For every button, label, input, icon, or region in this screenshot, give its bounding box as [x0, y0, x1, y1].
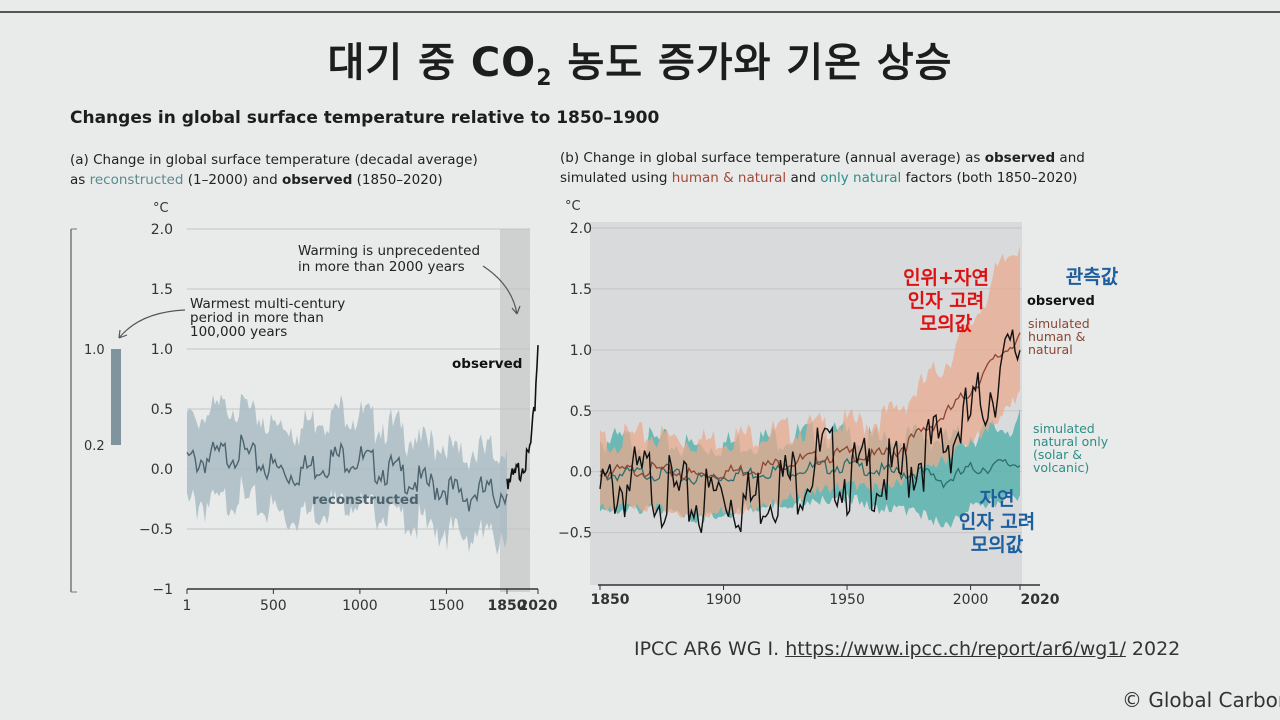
korean-label-human-natural: 인위+자연 인자 고려 모의값: [903, 267, 989, 335]
y-tick-label: 1.0: [151, 342, 173, 358]
x-tick-label: 1950: [829, 592, 865, 608]
y-tick-label: 1.5: [151, 282, 173, 298]
figure-heading: Changes in global surface temperature re…: [70, 108, 660, 128]
slide-title: 대기 중 CO2 농도 증가와 기온 상승: [0, 30, 1280, 91]
observed-line-b: [599, 329, 1021, 533]
warmest-period-bar: [111, 349, 121, 445]
korean-label-observed: 관측값: [1066, 266, 1119, 288]
legend-simulated-hn: simulated human & natural: [1028, 316, 1090, 357]
panel-a-caption-line1: (a) Change in global surface temperature…: [70, 152, 478, 168]
y-tick-label: 1.0: [570, 343, 592, 359]
y-tick-label: 1.5: [570, 282, 592, 298]
y-tick-label: 0.5: [570, 404, 592, 420]
korean-label-natural: 자연 인자 고려 모의값: [959, 488, 1036, 556]
x-tick-label: 1850: [488, 598, 527, 614]
human-natural-line: [599, 332, 1021, 481]
y-axis-unit: °C: [153, 201, 169, 216]
plot-background-b: [590, 222, 1022, 585]
x-tick-label: 1500: [429, 598, 465, 614]
top-rule: [0, 11, 1280, 13]
y-tick-label: 2.0: [151, 222, 173, 238]
y-tick-label: 0.0: [570, 465, 592, 481]
unprecedented-arrow: [482, 265, 518, 315]
reconstructed-line: [186, 434, 508, 512]
x-tick-label: 2000: [953, 592, 989, 608]
natural-only-band: [600, 408, 1020, 529]
scale-bar-label-bottom: 0.2: [84, 439, 105, 454]
y-tick-label: −0.5: [139, 522, 173, 538]
observed-period-shade: [500, 229, 530, 592]
panel-a-caption-line2: as reconstructed (1–2000) and observed (…: [70, 172, 443, 188]
scale-bar-label-top: 1.0: [84, 343, 105, 358]
y-tick-label: 0.5: [151, 402, 173, 418]
label-reconstructed: reconstructed: [312, 492, 419, 508]
warmest-arrowhead: [118, 329, 128, 339]
annotation-warmest: Warmest multi-century period in more than…: [190, 296, 345, 340]
x-tick-label: 1000: [342, 598, 378, 614]
x-tick-label: 500: [260, 598, 287, 614]
panel-a-caption: (a) Change in global surface temperature…: [70, 150, 478, 190]
unprecedented-arrowhead: [511, 305, 521, 315]
label-observed-a: observed: [452, 356, 522, 372]
x-tick-label: 1900: [706, 592, 742, 608]
source-credit: IPCC AR6 WG I. https://www.ipcc.ch/repor…: [634, 638, 1181, 660]
x-tick-label: 1850: [591, 592, 630, 608]
natural-only-line: [599, 457, 1021, 489]
reconstructed-uncertainty-band: [187, 394, 507, 555]
caption-observed-term: observed: [281, 172, 353, 188]
y-tick-label: 0.0: [151, 462, 173, 478]
legend-observed: observed: [1027, 294, 1095, 309]
copyright-text: © Global Carbon: [1122, 688, 1280, 712]
warmest-arrow: [118, 309, 186, 339]
x-tick-label: 2020: [1021, 592, 1060, 608]
caption-reconstructed-term: reconstructed: [89, 172, 184, 188]
title-subscript: 2: [536, 66, 553, 91]
y-tick-label: −1: [152, 582, 173, 598]
y-axis-unit: °C: [565, 199, 581, 214]
x-tick-label: 2020: [519, 598, 558, 614]
title-text-after: 농도 증가와 기온 상승: [552, 40, 953, 86]
human-natural-band: [600, 245, 1020, 519]
panel-b-caption-line1: (b) Change in global surface temperature…: [560, 150, 1085, 166]
caption-human-natural-term: human & natural: [671, 170, 787, 186]
caption-natural-term: only natural: [820, 170, 902, 186]
y-tick-label: −0.5: [558, 526, 592, 542]
x-tick-label: 1: [183, 598, 192, 614]
source-link[interactable]: https://www.ipcc.ch/report/ar6/wg1/: [785, 638, 1126, 660]
title-text-before: 대기 중 CO: [327, 40, 537, 86]
panel-b-caption: (b) Change in global surface temperature…: [560, 148, 1085, 188]
legend-simulated-nat: simulated natural only (solar & volcanic): [1033, 421, 1109, 475]
y-tick-label: 2.0: [570, 221, 592, 237]
panel-b-caption-line2: simulated using human & natural and only…: [560, 170, 1078, 186]
annotation-unprecedented: Warming is unprecedented in more than 200…: [298, 243, 480, 275]
observed-line-a: [506, 345, 539, 490]
